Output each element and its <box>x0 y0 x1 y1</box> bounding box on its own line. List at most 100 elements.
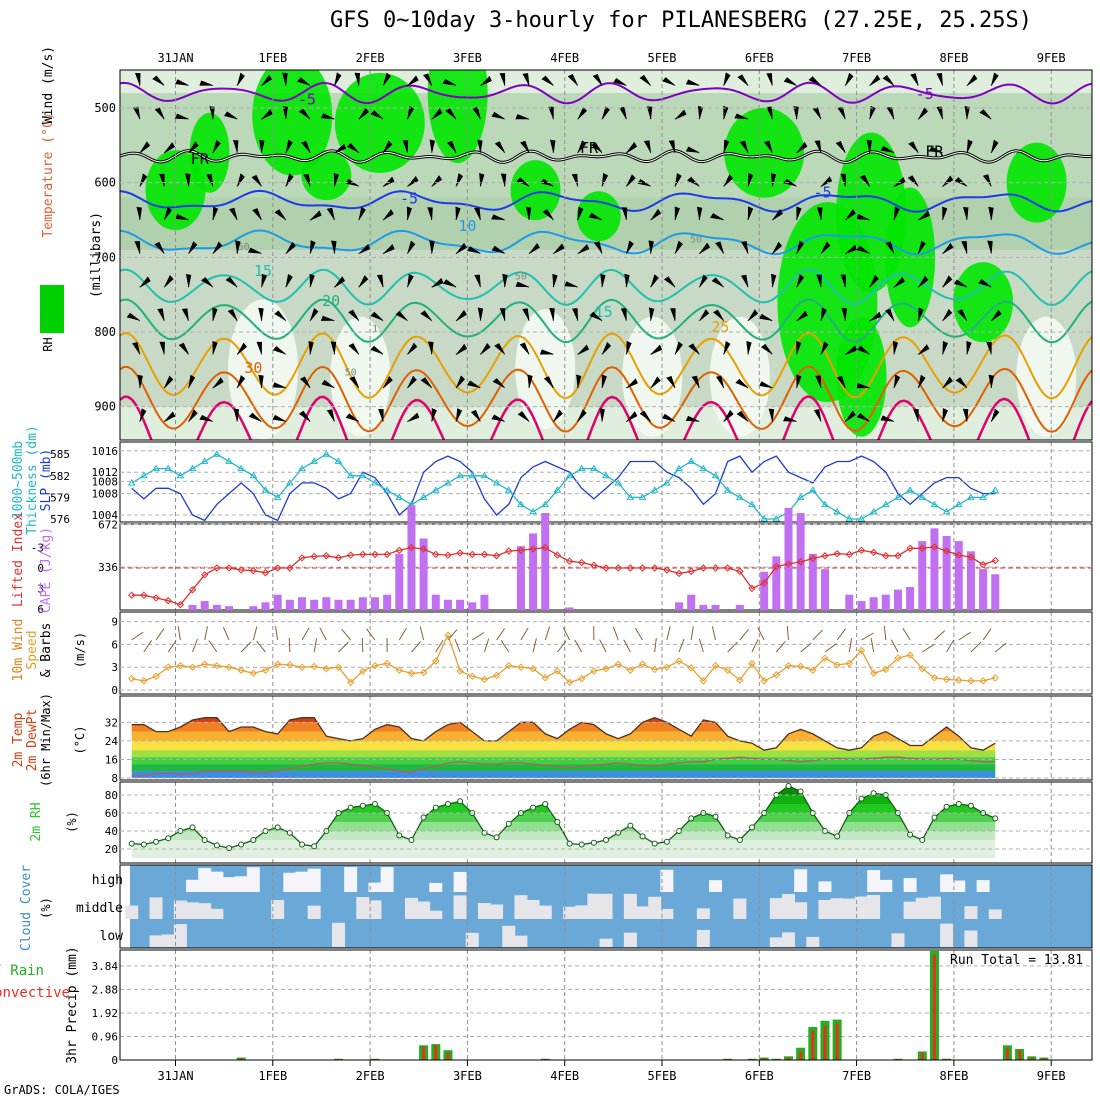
date-label-top: 1FEB <box>258 51 287 65</box>
wind-barb <box>272 382 286 389</box>
wind-barb <box>770 273 777 288</box>
wind-marker <box>480 675 489 684</box>
wind-marker <box>845 659 854 668</box>
wind-barb <box>455 344 468 355</box>
li-marker <box>833 550 841 558</box>
wind-marker <box>322 665 331 673</box>
wind-barb <box>600 273 606 288</box>
wind-barb <box>225 276 238 288</box>
rh-marker <box>286 829 293 836</box>
rh-frame <box>119 781 1093 864</box>
rh-marker <box>359 802 366 809</box>
wind-barb <box>139 141 151 154</box>
wind-barb <box>625 341 632 355</box>
precip-convective-bar <box>932 954 936 1060</box>
cape-bar <box>906 587 915 610</box>
rh-marker <box>298 841 305 848</box>
contour-label-13: 50 <box>238 242 250 253</box>
thickness-marker <box>577 464 586 472</box>
wind-barb <box>941 206 948 221</box>
rh-axis-label: 2m RH <box>29 802 44 841</box>
wind-barb-10m <box>341 628 352 641</box>
thickness-tick: 582 <box>50 470 70 483</box>
cloud-cell <box>514 895 528 919</box>
rh-marker <box>663 838 670 845</box>
wind-barb <box>716 375 725 389</box>
wind-barb <box>248 412 262 422</box>
wind-barb <box>966 139 973 154</box>
rh-marker <box>785 783 792 789</box>
wind-speed-line <box>131 633 996 684</box>
wind-barb <box>942 242 954 255</box>
thickness-marker <box>650 486 659 493</box>
li-marker <box>796 558 805 566</box>
wind-barb <box>333 173 339 187</box>
wind-barb <box>942 275 953 288</box>
cloud-cell <box>295 871 309 892</box>
thickness-marker <box>906 486 914 493</box>
li-marker <box>359 550 367 559</box>
grads-credit: GrADS: COLA/IGES <box>4 1083 120 1097</box>
li-marker <box>383 550 391 559</box>
wind-barb <box>522 308 530 321</box>
thickness-marker <box>979 493 987 500</box>
rh-marker <box>834 833 841 840</box>
pressure-tick: 600 <box>94 176 116 190</box>
wind-marker <box>869 669 878 677</box>
wind-marker <box>213 661 221 670</box>
li-marker <box>748 584 756 593</box>
thickness-marker <box>772 515 781 522</box>
precip-convective-bar <box>1005 1047 1009 1060</box>
temperature-band <box>131 717 996 723</box>
temp-tick: 32 <box>105 716 118 729</box>
wind-barb-10m <box>775 640 786 653</box>
cloud-cell <box>307 905 321 919</box>
cape-bar <box>468 602 477 610</box>
cloud-cell <box>368 900 382 919</box>
precip-frame <box>119 949 1093 1061</box>
cape-bar <box>918 541 927 610</box>
wind-marker <box>748 659 756 668</box>
wind-barb <box>866 139 872 153</box>
li-marker <box>334 554 343 562</box>
pressure-tick: 900 <box>94 400 116 414</box>
wind-barb <box>815 375 822 389</box>
rh-core-1 <box>334 72 425 173</box>
wind-barb <box>746 341 752 355</box>
wind-barb <box>698 242 711 255</box>
cloud-cell <box>781 893 795 919</box>
cape-bar <box>760 571 769 610</box>
wind-marker <box>407 669 416 677</box>
wind-marker <box>140 677 148 685</box>
wind-barb-10m <box>902 627 911 641</box>
wind-barb <box>771 209 783 221</box>
wind-barb <box>477 139 483 153</box>
wind-barb <box>427 207 433 221</box>
wind-barb <box>407 176 419 187</box>
thickness-marker <box>517 500 525 508</box>
thickness-marker <box>821 500 829 508</box>
wind-barb <box>936 73 943 86</box>
wind-barb-10m <box>366 628 376 641</box>
cape-bar <box>383 594 392 610</box>
wind-barb-10m <box>861 632 874 641</box>
wind-marker <box>894 654 902 662</box>
date-label-bottom: 4FEB <box>550 1069 579 1083</box>
li-marker <box>955 551 963 559</box>
wind-barb <box>549 307 555 321</box>
wind-barb <box>544 376 554 389</box>
rh-dry-0 <box>228 299 299 440</box>
date-label-top: 2FEB <box>356 51 385 65</box>
wind-barb <box>796 142 808 154</box>
wind-barb <box>163 411 176 423</box>
wind-barb <box>163 275 174 288</box>
wind-barb <box>576 374 582 389</box>
wind-barb <box>346 142 360 154</box>
cloud-cell <box>271 899 285 919</box>
wind-marker <box>310 662 318 671</box>
precip-tick: 3.84 <box>92 960 119 973</box>
li-marker <box>979 560 987 569</box>
wind-barb <box>710 213 724 221</box>
li-tick: 6 <box>37 603 44 616</box>
wind-barb <box>139 276 151 288</box>
